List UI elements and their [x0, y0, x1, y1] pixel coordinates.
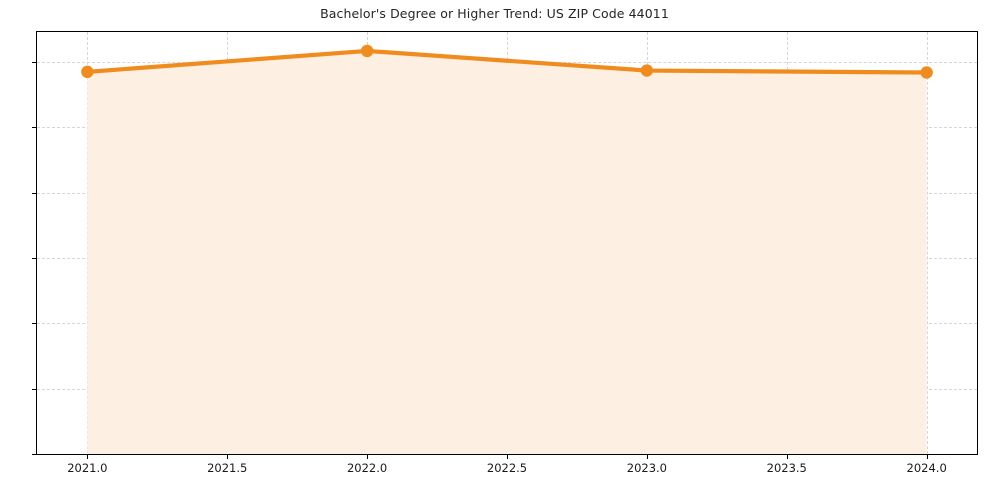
x-axis-tick-label: 2024.0 — [906, 461, 947, 475]
x-axis-tick-mark — [926, 455, 928, 459]
series-area-fill — [87, 50, 927, 454]
data-point-marker[interactable]: 2022: 61.7% — [360, 44, 374, 58]
series-line-path — [85, 48, 929, 75]
y-axis-tick-mark — [32, 62, 36, 64]
x-axis-tick-mark — [227, 455, 229, 459]
plot-area: 2021: 58.5% 2022: 61.7% 2023: 58.7% 2024: 5… — [36, 31, 978, 455]
x-axis-tick-mark — [367, 455, 369, 459]
chart-title: Bachelor's Degree or Higher Trend: US ZI… — [320, 6, 669, 21]
data-point-marker[interactable]: 2024: 58.4% — [920, 66, 933, 79]
x-axis-tick-mark — [646, 455, 648, 459]
gridline-vertical — [926, 32, 928, 454]
data-point-marker[interactable]: 2023: 58.7% — [640, 64, 654, 77]
x-axis-tick-label: 2021.5 — [207, 461, 248, 475]
y-axis-tick-mark — [32, 388, 36, 390]
x-axis-tick-label: 2023.0 — [626, 461, 667, 475]
x-axis-tick-mark — [87, 455, 89, 459]
x-axis-tick-label: 2022.0 — [346, 461, 388, 475]
y-axis-tick-mark — [32, 323, 36, 325]
y-axis-tick-mark — [32, 454, 36, 455]
x-axis-tick-label: 2021.0 — [67, 461, 108, 475]
y-axis-tick-mark — [32, 258, 36, 260]
series-line-bachelors-degree: 2021: 58.5% 2022: 61.7% 2023: 58.7% 2024: 5… — [81, 44, 933, 454]
plot-inner: 2021: 58.5% 2022: 61.7% 2023: 58.7% 2024: 5… — [37, 32, 977, 454]
x-axis-tick-label: 2022.5 — [486, 461, 528, 475]
y-axis-tick-mark — [32, 192, 36, 194]
x-axis-tick-mark — [786, 455, 788, 459]
x-axis-tick-label: 2023.5 — [766, 461, 807, 475]
data-point-marker[interactable]: 2021: 58.5% — [81, 65, 94, 79]
x-axis-tick-mark — [507, 455, 508, 459]
y-axis-tick-mark — [32, 127, 36, 129]
